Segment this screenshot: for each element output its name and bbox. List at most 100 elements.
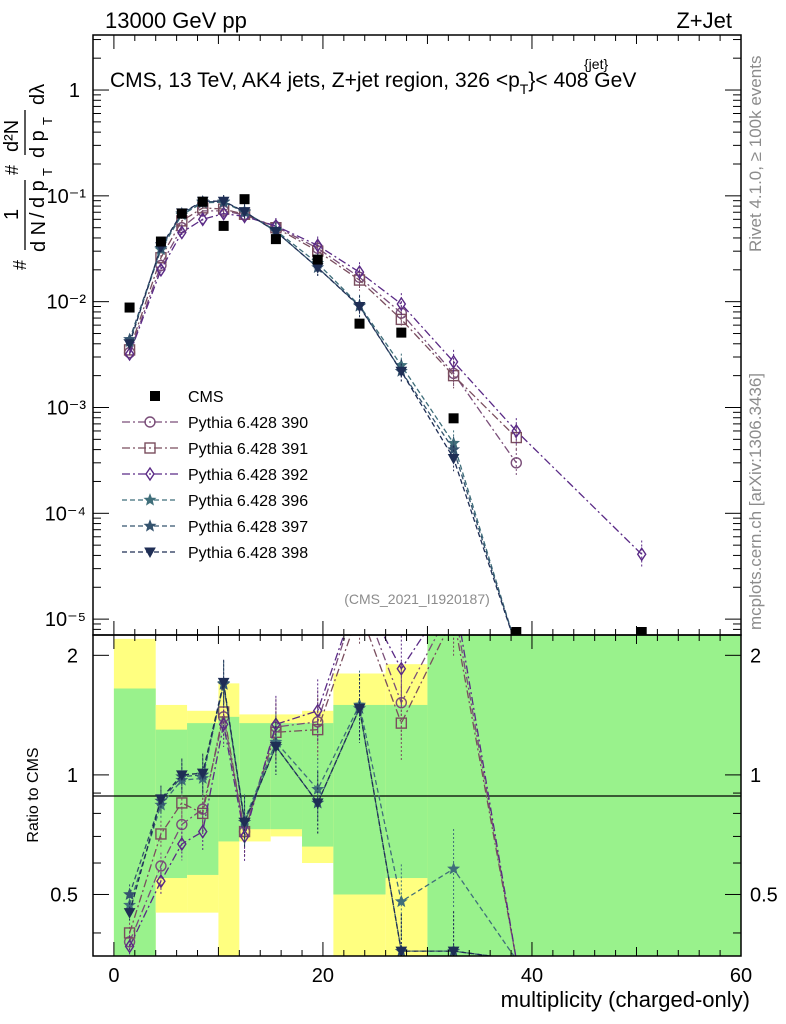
ratio-marker-5-8	[353, 703, 366, 715]
title-main: CMS, 13 TeV, AK4 jets, Z+jet region, 326…	[110, 69, 520, 92]
y-tick-label-3: 10⁻²	[47, 292, 87, 314]
ratio-axis-label: Ratio to CMS	[25, 747, 42, 842]
ratio-marker-3-9	[394, 894, 408, 908]
uncertainty-bands	[113, 635, 741, 956]
title-sup: {jet}	[584, 56, 608, 72]
ylabel-slash: /	[27, 212, 49, 218]
main-marker-2-0	[124, 346, 135, 362]
main-marker-4-10	[447, 442, 461, 456]
ratio-marker-5-0	[123, 908, 136, 919]
main-marker-5-4	[217, 196, 230, 208]
y-tick-label-5: 1	[69, 80, 80, 102]
main-marker-2-8	[354, 264, 365, 280]
ratio-tick-label-r-0: 0.5	[750, 884, 778, 906]
main-line-5	[128, 200, 514, 635]
legend-marker-0	[144, 416, 156, 428]
legend-marker-3	[143, 493, 157, 506]
main-marker-5-10	[447, 453, 460, 465]
ratio-marker-0-1	[155, 860, 167, 872]
data-point-12	[636, 627, 647, 635]
main-marker-5-6	[270, 227, 282, 238]
rivet-label: Rivet 4.1.0, ≥ 100k events	[746, 56, 765, 252]
x-tick-label-2: 40	[521, 965, 543, 987]
legend-label-1: Pythia 6.428 391	[188, 441, 308, 458]
ratio-marker-5-10	[447, 946, 460, 956]
mcplots-label: mcplots.cern.ch [arXiv:1306.3436]	[746, 373, 765, 630]
cms-data-points	[124, 194, 647, 635]
axis-ticks: 0 20 40 60 10⁻⁵ 10⁻⁴ 10⁻³ 10⁻² 10⁻¹ 1 0.5 0.5 1 1 2 2	[45, 35, 778, 987]
band-1sigma-7	[333, 704, 386, 895]
ratio-marker-5-4	[217, 677, 230, 689]
ratio-marker-2-7	[312, 703, 323, 719]
data-point-2	[176, 208, 187, 219]
ratio-tick-label-l-0: 0.5	[50, 884, 78, 906]
ylabel-dpt2: d p	[27, 130, 49, 158]
ratio-marker-2-0	[124, 939, 135, 954]
data-point-3	[197, 196, 208, 207]
ratio-marker-2-1	[156, 873, 166, 889]
x-axis-label: multiplicity (charged-only)	[501, 987, 750, 1012]
data-point-11	[511, 627, 522, 635]
ratio-panel-frame	[92, 634, 742, 957]
ratio-marker-2-3	[197, 824, 208, 839]
ylabel-hash-mid: #	[2, 165, 22, 175]
ratio-tick-label-r-1: 1	[750, 765, 761, 787]
legend: CMS Pythia 6.428 390 Pythia 6.428 391 Pythi…	[122, 389, 308, 562]
ratio-tick-label-l-2: 2	[67, 645, 78, 667]
y-tick-label-0: 10⁻⁵	[45, 609, 86, 631]
ratio-marker-5-9	[395, 946, 408, 956]
legend-label-0: Pythia 6.428 390	[188, 415, 308, 432]
data-point-10	[448, 413, 459, 424]
main-line-4	[128, 201, 514, 635]
ratio-tick-label-l-1: 1	[67, 765, 78, 787]
ratio-marker-5-6	[270, 741, 282, 753]
data-point-0	[124, 302, 135, 313]
ylabel-dn: d N	[28, 221, 50, 252]
ratio-marker-3-10	[447, 862, 461, 875]
legend-marker-5	[144, 547, 156, 559]
x-tick-label-3: 60	[730, 965, 752, 987]
main-marker-2-12	[636, 547, 647, 562]
main-marker-5-9	[395, 366, 408, 378]
ylabel-dnumerator: d²N	[1, 120, 23, 152]
y-tick-label-2: 10⁻³	[47, 397, 87, 419]
main-marker-2-9	[396, 296, 407, 312]
legend-label-4: Pythia 6.428 397	[188, 519, 308, 536]
x-tick-label-1: 20	[312, 965, 334, 987]
ratio-line-4	[128, 684, 496, 956]
y-tick-label-1: 10⁻⁴	[45, 503, 86, 525]
ratio-marker-5-3	[196, 768, 209, 780]
legend-label-2: Pythia 6.428 392	[188, 467, 308, 484]
header-left: 13000 GeV pp	[105, 8, 247, 33]
data-point-4	[218, 220, 229, 231]
ratio-tick-label-r-2: 2	[750, 645, 761, 667]
main-marker-5-8	[353, 302, 366, 313]
data-point-7	[312, 254, 323, 265]
main-marker-2-11	[511, 423, 522, 439]
legend-marker-cms	[150, 391, 160, 401]
ratio-marker-2-4	[218, 717, 229, 732]
data-point-5	[239, 194, 250, 205]
ylabel-one: 1	[1, 209, 23, 220]
ratio-marker-2-9	[396, 661, 407, 677]
data-point-1	[155, 236, 166, 247]
legend-marker-2	[145, 466, 155, 482]
header-right: Z+Jet	[676, 8, 732, 33]
main-line-2	[128, 212, 643, 555]
main-marker-0-11	[510, 457, 522, 469]
chart-title: CMS, 13 TeV, AK4 jets, Z+jet region, 326…	[110, 69, 636, 97]
ratio-series-group	[123, 635, 517, 956]
main-line-1	[128, 207, 517, 438]
legend-label-cms: CMS	[188, 389, 224, 406]
analysis-id: (CMS_2021_I1920187)	[344, 591, 490, 607]
main-marker-2-2	[176, 225, 187, 240]
legend-marker-4	[143, 519, 157, 532]
ratio-marker-2-2	[176, 836, 187, 852]
main-marker-5-0	[123, 339, 136, 350]
legend-marker-1	[144, 442, 156, 454]
band-1sigma-9	[427, 635, 741, 956]
band-1sigma-8	[385, 704, 428, 879]
ratio-marker-5-7	[311, 798, 324, 809]
legend-label-5: Pythia 6.428 398	[188, 545, 308, 562]
